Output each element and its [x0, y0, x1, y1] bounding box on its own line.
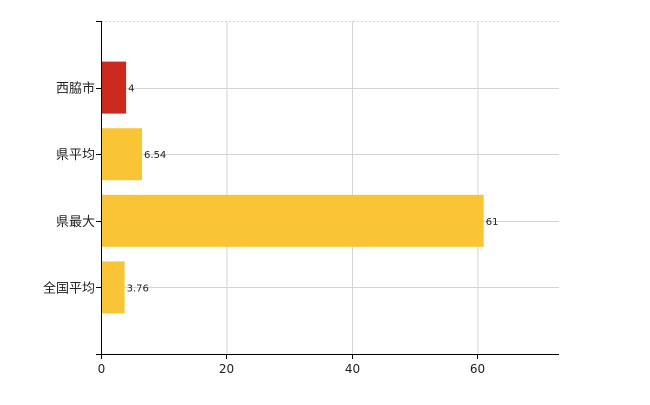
data-label: 3.76: [127, 283, 149, 294]
category-label: 西脇市: [56, 81, 95, 97]
category-label: 県最大: [56, 215, 95, 230]
bar: [101, 128, 143, 181]
category-label: 県平均: [56, 148, 95, 163]
labels: 4 西脇市 6.54 県平均 61 県最大 3.76 全国平均 0 20 40 60: [43, 81, 498, 376]
data-label: 4: [128, 84, 134, 95]
data-label: 61: [486, 217, 499, 228]
category-label: 全国平均: [43, 280, 95, 296]
bar: [101, 261, 125, 314]
x-tick-label: 20: [219, 362, 234, 376]
x-tick-label: 60: [470, 362, 485, 376]
gridlines: [101, 21, 559, 354]
data-label: 6.54: [144, 150, 166, 161]
x-tick-label: 40: [345, 362, 360, 376]
x-tick-label: 0: [98, 362, 106, 376]
bar: [101, 61, 127, 114]
bars: [101, 61, 484, 314]
bar: [101, 194, 484, 247]
axes: [96, 21, 559, 359]
